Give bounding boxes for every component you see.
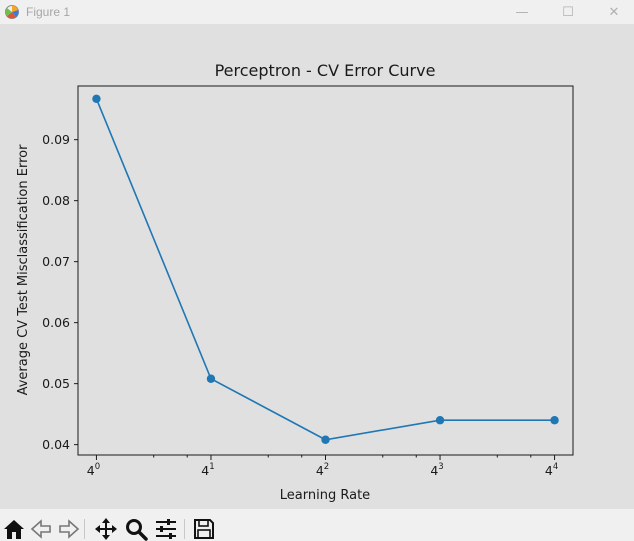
window-title: Figure 1 — [26, 5, 71, 19]
y-tick-label: 0.07 — [42, 254, 70, 269]
y-tick-label: 0.09 — [42, 132, 70, 147]
x-axis-label: Learning Rate — [280, 488, 370, 503]
y-axis: 0.04 0.05 0.06 0.07 0.08 0.09 — [42, 132, 78, 452]
y-tick-label: 0.08 — [42, 193, 70, 208]
x-tick-base: 4 — [545, 463, 553, 478]
plot-area — [77, 85, 574, 456]
zoom-icon[interactable] — [124, 517, 148, 541]
navigation-toolbar — [0, 509, 634, 541]
x-tick-label: 44 — [545, 462, 558, 478]
home-icon[interactable] — [2, 517, 26, 541]
toolbar-separator — [184, 519, 185, 539]
x-tick-exponent: 1 — [209, 462, 214, 472]
data-point — [92, 94, 101, 104]
pan-icon[interactable] — [94, 517, 118, 541]
x-axis: 40 41 42 43 44 — [87, 455, 558, 478]
x-tick-base: 4 — [430, 463, 438, 478]
x-tick-exponent: 0 — [95, 462, 100, 472]
x-tick-label: 43 — [430, 462, 443, 478]
save-icon[interactable] — [192, 517, 216, 541]
figure-canvas[interactable]: Perceptron - CV Error Curve 0.04 0.05 0.06… — [0, 24, 634, 509]
y-axis-label: Average CV Test Misclassification Error — [16, 144, 31, 396]
matplotlib-app-icon — [5, 5, 19, 19]
x-tick-label: 42 — [316, 462, 329, 478]
configure-subplots-icon[interactable] — [154, 517, 178, 541]
x-tick-label: 41 — [201, 462, 214, 478]
y-tick-label: 0.06 — [42, 315, 70, 330]
chart-title: Perceptron - CV Error Curve — [215, 61, 436, 80]
y-tick-label: 0.04 — [42, 437, 70, 452]
data-point — [550, 416, 559, 425]
back-icon[interactable] — [30, 517, 54, 541]
minimize-button[interactable]: — — [515, 4, 529, 20]
forward-icon[interactable] — [56, 517, 80, 541]
x-tick-base: 4 — [87, 463, 95, 478]
x-tick-base: 4 — [201, 463, 209, 478]
data-point — [206, 374, 216, 383]
x-tick-base: 4 — [316, 463, 324, 478]
y-tick-label: 0.05 — [42, 376, 70, 391]
x-tick-exponent: 3 — [438, 462, 443, 472]
x-tick-exponent: 2 — [324, 462, 329, 472]
toolbar-separator — [84, 519, 85, 539]
line-chart: Perceptron - CV Error Curve 0.04 0.05 0.06… — [16, 61, 574, 503]
x-tick-label: 40 — [87, 462, 100, 478]
maximize-button[interactable]: ☐ — [562, 4, 574, 20]
data-point — [321, 435, 330, 444]
series-line — [95, 98, 555, 441]
window-titlebar: Figure 1 — ☐ ✕ — [0, 0, 634, 24]
close-button[interactable]: ✕ — [608, 4, 620, 20]
data-point — [435, 416, 445, 425]
x-tick-exponent: 4 — [553, 462, 558, 472]
series-layer — [92, 94, 559, 444]
